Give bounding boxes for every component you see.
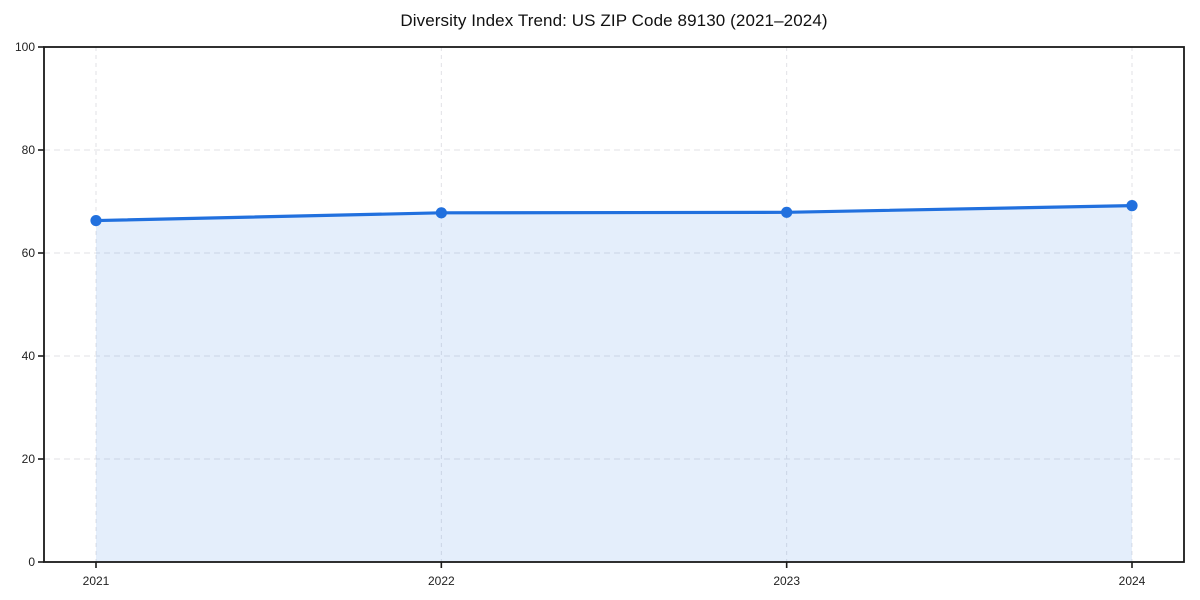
x-tick-label: 2021 <box>83 574 110 588</box>
x-tick-label: 2023 <box>773 574 800 588</box>
plot-border <box>43 46 1185 563</box>
area-fill <box>96 205 1132 562</box>
chart-title: Diversity Index Trend: US ZIP Code 89130… <box>400 11 828 30</box>
y-tick-label: 100 <box>15 40 35 54</box>
data-point-2021 <box>90 214 102 227</box>
x-tick-label: 2022 <box>428 574 455 588</box>
trend-line <box>94 204 1134 223</box>
x-tick-label: 2024 <box>1119 574 1146 588</box>
y-tick-label: 40 <box>22 349 36 363</box>
y-tick-label: 60 <box>22 246 36 260</box>
y-tick-label: 0 <box>28 555 35 569</box>
data-point-2024 <box>1126 200 1138 212</box>
y-tick-label: 80 <box>22 143 36 157</box>
data-point-2023 <box>781 206 793 218</box>
data-point-2022 <box>435 207 447 219</box>
y-tick-label: 20 <box>22 452 36 466</box>
